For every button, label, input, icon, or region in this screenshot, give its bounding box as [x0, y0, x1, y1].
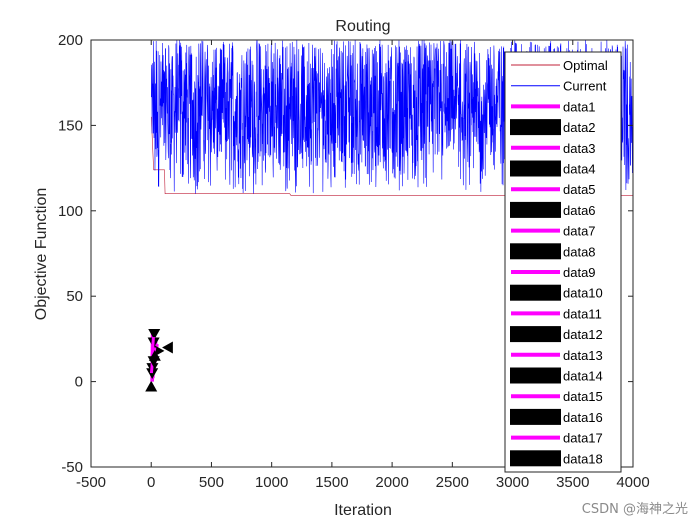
legend-label-data13: data13: [563, 348, 603, 363]
legend-swatch-data16: [510, 408, 561, 425]
legend-swatch-data10: [510, 284, 561, 301]
legend-label-data7: data7: [563, 224, 596, 239]
legend-label-data3: data3: [563, 141, 596, 156]
series-optimal: [151, 116, 633, 196]
legend-label-current: Current: [563, 79, 607, 94]
x-tick-label: 3000: [496, 474, 529, 491]
legend-label-optimal: Optimal: [563, 58, 608, 73]
legend-swatch-data12: [510, 326, 561, 343]
y-tick-label: 0: [75, 374, 83, 391]
legend-swatch-data4: [510, 160, 561, 177]
legend-label-data17: data17: [563, 431, 603, 446]
x-tick-label: 1500: [315, 474, 348, 491]
legend-label-data11: data11: [563, 306, 602, 321]
y-axis-label: Objective Function: [33, 188, 50, 321]
y-tick-label: -50: [61, 459, 83, 476]
marker-data6: [162, 341, 173, 354]
axes-box: [90, 39, 634, 468]
legend-label-data4: data4: [563, 162, 596, 177]
x-tick-label: 3500: [556, 474, 589, 491]
legend-label-data18: data18: [563, 451, 603, 466]
marker-data18: [147, 356, 160, 368]
x-tick-label: -500: [76, 474, 106, 491]
legend-swatch-data8: [510, 243, 561, 260]
watermark: CSDN @海神之光: [581, 502, 688, 517]
x-tick-label: 4000: [616, 474, 649, 491]
legend-label-data8: data8: [563, 244, 596, 259]
legend-label-data15: data15: [563, 389, 603, 404]
x-tick-label: 2000: [375, 474, 408, 491]
x-axis-label: Iteration: [334, 502, 392, 519]
x-tick-label: 500: [199, 474, 224, 491]
legend-label-data14: data14: [563, 369, 603, 384]
legend-label-data10: data10: [563, 286, 603, 301]
legend-label-data2: data2: [563, 120, 596, 135]
x-tick-label: 0: [147, 474, 155, 491]
marker-data14: [146, 368, 159, 380]
marker-data4: [148, 328, 161, 340]
legend-label-data1: data1: [563, 99, 596, 114]
legend-swatch-data18: [510, 450, 561, 467]
y-tick-label: 50: [66, 288, 83, 305]
legend-label-data6: data6: [563, 203, 596, 218]
chart-title: Routing: [335, 18, 390, 35]
legend-label-data12: data12: [563, 327, 603, 342]
y-tick-label: 200: [58, 32, 83, 49]
x-tick-label: 2500: [436, 474, 469, 491]
marker-data2: [145, 380, 158, 392]
legend-swatch-data14: [510, 367, 561, 384]
legend-label-data9: data9: [563, 265, 596, 280]
axes: -500 0 500 1000 1500 2000 2500 3000 3500 4000-500…: [58, 32, 650, 491]
legend-swatch-data6: [510, 201, 561, 218]
y-tick-label: 100: [58, 203, 83, 220]
legend-label-data16: data16: [563, 410, 603, 425]
legend-swatch-data2: [510, 119, 561, 136]
marker-data15: [150, 337, 155, 357]
y-tick-label: 150: [58, 117, 83, 134]
x-tick-label: 1000: [255, 474, 288, 491]
legend: Optimal Current data1 data2 data3 data4 data5 d…: [504, 51, 622, 473]
legend-label-data5: data5: [563, 182, 596, 197]
